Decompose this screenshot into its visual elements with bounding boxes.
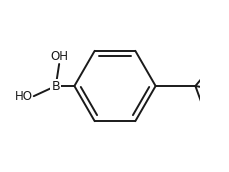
Text: HO: HO [15,90,33,103]
Text: OH: OH [50,50,68,63]
Text: B: B [51,79,60,93]
